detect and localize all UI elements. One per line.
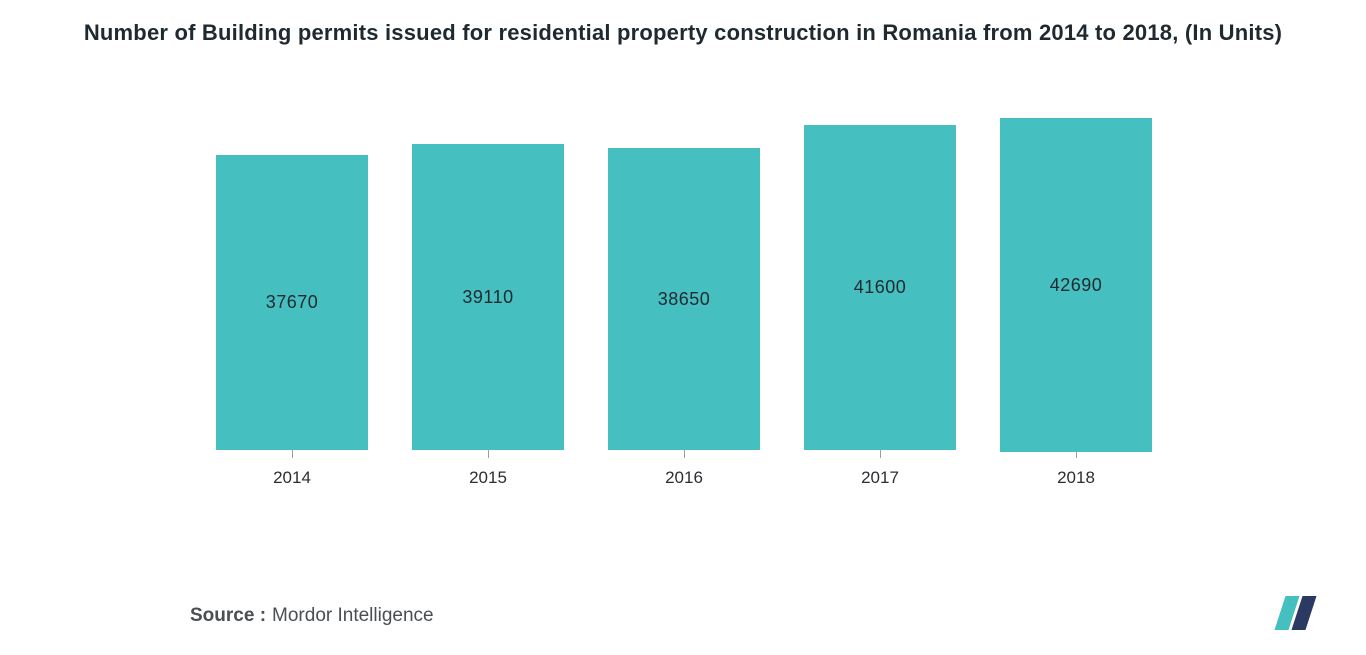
bar-value-label: 39110 [462,287,513,308]
x-axis-label: 2015 [469,468,507,488]
x-tick [1076,452,1077,458]
x-tick [292,450,293,458]
x-tick [880,450,881,458]
bar-value-label: 41600 [854,277,907,298]
chart-title-wrap: Number of Building permits issued for re… [0,0,1366,48]
bar-group: 41600 2017 [804,118,956,488]
bar: 38650 [608,148,760,450]
x-tick [488,450,489,458]
source-label: Source : [190,605,266,627]
x-axis-label: 2016 [665,468,703,488]
bar-space: 39110 [412,118,564,450]
bar-group: 38650 2016 [608,118,760,488]
source-text: Mordor Intelligence [272,605,434,627]
bar-group: 39110 2015 [412,118,564,488]
bar-space: 38650 [608,118,760,450]
bar-value-label: 37670 [266,292,319,313]
x-axis-label: 2014 [273,468,311,488]
chart-title: Number of Building permits issued for re… [84,18,1282,48]
bar: 37670 [216,155,368,450]
bar-value-label: 42690 [1050,275,1103,296]
bar-value-label: 38650 [658,289,711,310]
bar: 41600 [804,125,956,450]
bar-space: 41600 [804,118,956,450]
x-axis-label: 2017 [861,468,899,488]
chart-plot-area: 37670 2014 39110 2015 38650 2016 41600 2017 4269… [216,118,1152,488]
mordor-logo-icon [1280,596,1311,630]
bar: 42690 [1000,118,1152,452]
bar-space: 37670 [216,118,368,450]
bar-group: 37670 2014 [216,118,368,488]
x-axis-label: 2018 [1057,468,1095,488]
source-line: Source : Mordor Intelligence [190,605,434,627]
bar-group: 42690 2018 [1000,118,1152,488]
bar: 39110 [412,144,564,450]
bar-space: 42690 [1000,118,1152,452]
x-tick [684,450,685,458]
